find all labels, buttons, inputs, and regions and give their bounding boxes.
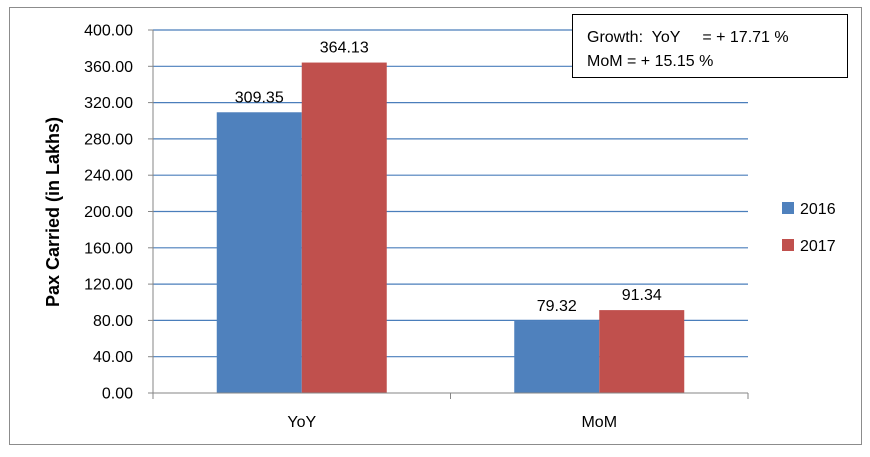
y-tick-label: 360.00 [84,59,133,76]
bar-2016-MoM [514,321,600,393]
legend-swatch-2017 [782,239,794,251]
y-tick-label: 0.00 [102,386,133,403]
data-label: 364.13 [320,40,369,57]
bar-2016-YoY [216,112,302,393]
y-tick-label: 40.00 [93,349,133,366]
legend-label: 2017 [800,238,836,255]
y-tick-label: 240.00 [84,168,133,185]
y-tick-label: 400.00 [84,23,133,40]
data-label: 91.34 [622,287,662,304]
y-tick-label: 320.00 [84,95,133,112]
x-tick-label: MoM [581,414,617,431]
y-axis-title: Pax Carried (in Lakhs) [43,117,63,307]
y-tick-label: 160.00 [84,240,133,257]
bar-2017-MoM [599,310,685,393]
annotation-line-1: Growth: YoY = + 17.71 % [587,29,789,46]
data-label: 79.32 [537,298,577,315]
y-tick-label: 280.00 [84,131,133,148]
annotation-line-2: MoM = + 15.15 % [587,53,714,70]
y-tick-label: 80.00 [93,313,133,330]
growth-annotation: Growth: YoY = + 17.71 % MoM = + 15.15 % [572,14,848,78]
legend: 2016 2017 [782,201,836,255]
y-tick-label: 200.00 [84,204,133,221]
y-tick-label: 120.00 [84,277,133,294]
bar-2017-YoY [301,62,387,393]
data-label: 309.35 [235,89,284,106]
legend-label: 2016 [800,201,836,218]
legend-swatch-2016 [782,202,794,214]
chart-frame [9,7,862,445]
x-tick-label: YoY [287,414,316,431]
